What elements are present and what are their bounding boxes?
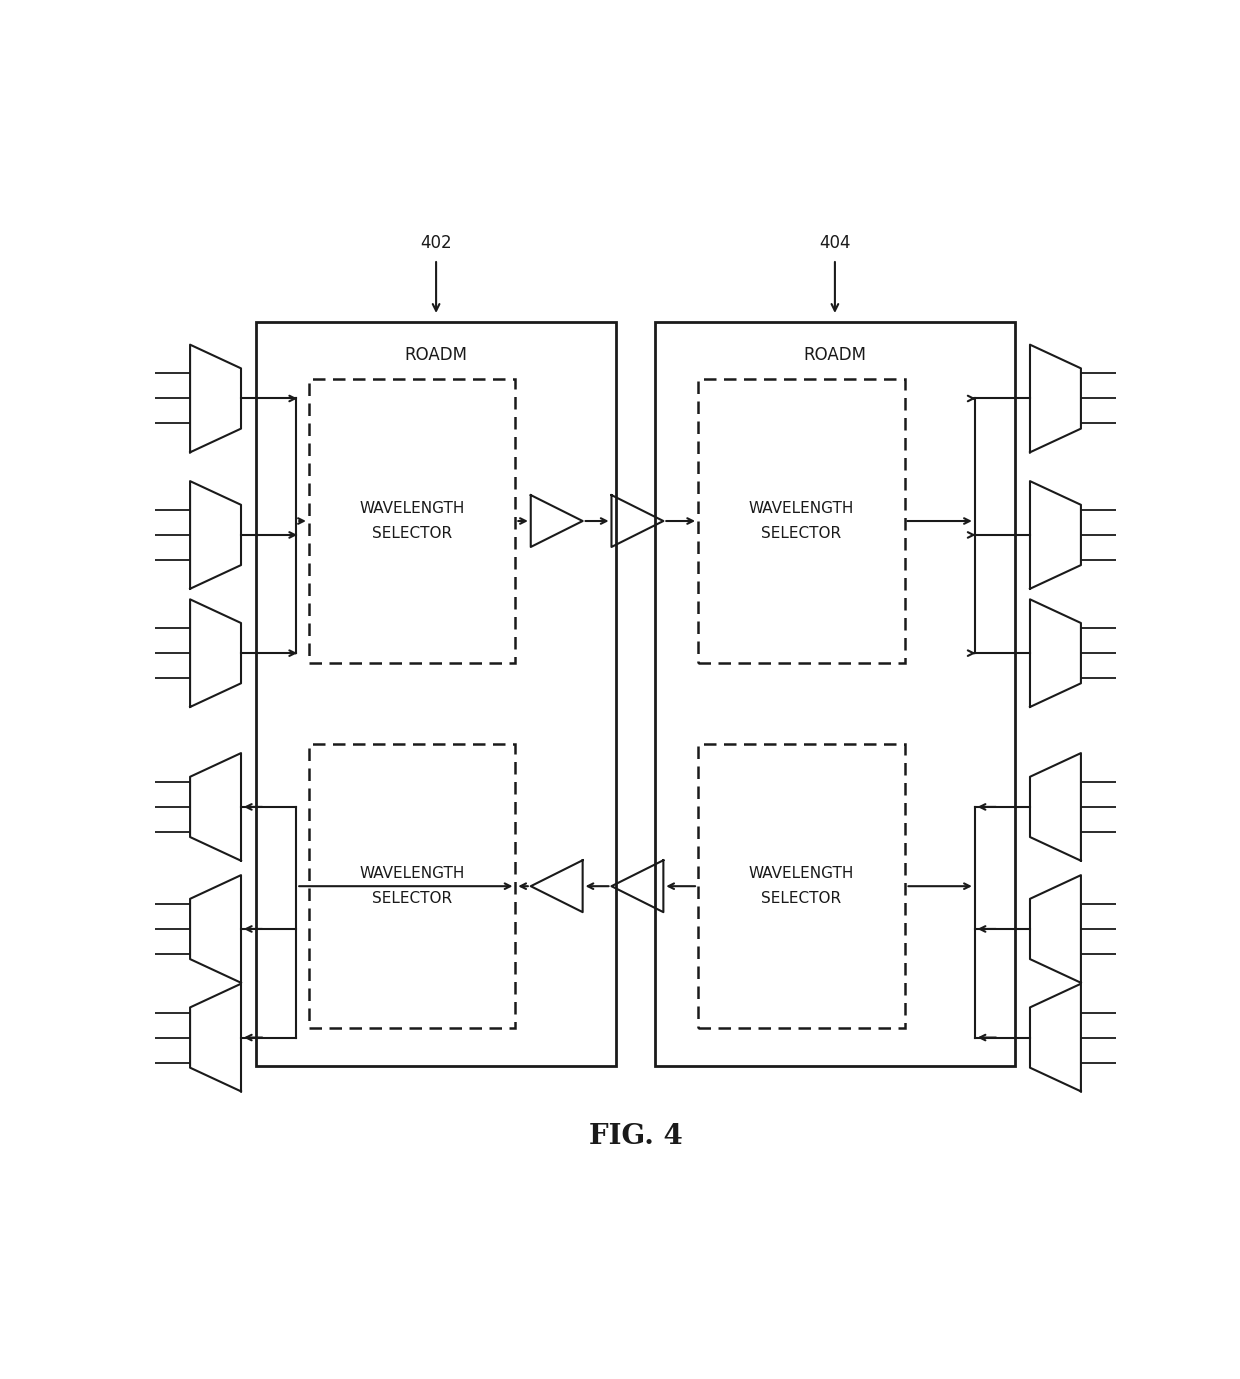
Text: WAVELENGTH
SELECTOR: WAVELENGTH SELECTOR <box>749 501 854 541</box>
Bar <box>655 321 1016 1066</box>
Text: ROADM: ROADM <box>804 346 867 364</box>
Text: 404: 404 <box>820 234 851 252</box>
Bar <box>309 745 516 1027</box>
Text: WAVELENGTH
SELECTOR: WAVELENGTH SELECTOR <box>360 501 465 541</box>
Text: FIG. 4: FIG. 4 <box>589 1123 682 1150</box>
Bar <box>698 379 904 663</box>
Text: WAVELENGTH
SELECTOR: WAVELENGTH SELECTOR <box>749 866 854 906</box>
Text: 402: 402 <box>420 234 451 252</box>
Bar <box>309 379 516 663</box>
Text: WAVELENGTH
SELECTOR: WAVELENGTH SELECTOR <box>360 866 465 906</box>
Text: ROADM: ROADM <box>404 346 467 364</box>
Bar <box>698 745 904 1027</box>
Bar <box>255 321 616 1066</box>
